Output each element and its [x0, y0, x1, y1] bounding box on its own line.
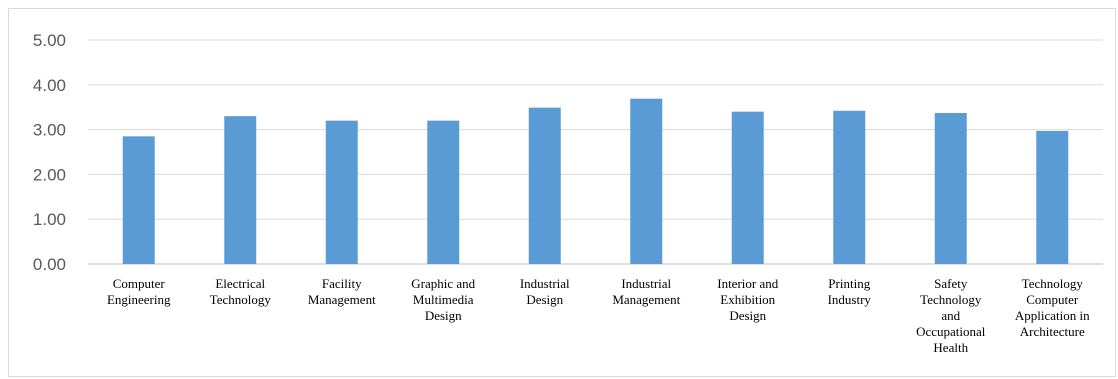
x-tick-label-line: Management: [612, 292, 680, 307]
x-tick-label: Industrial Management: [612, 276, 680, 307]
x-tick-label: Technology Computer Application in Architec…: [1015, 276, 1090, 339]
bar: [833, 110, 866, 264]
x-tick-label: Computer Engineering: [107, 276, 171, 307]
bar: [1036, 130, 1069, 264]
x-tick-label-line: Architecture: [1020, 324, 1085, 339]
bar: [934, 113, 967, 264]
x-tick-label-line: Design: [425, 308, 462, 323]
bar: [731, 111, 764, 265]
x-tick-label-line: Design: [729, 308, 766, 323]
y-tick-label: 2.00: [33, 165, 66, 184]
y-tick-label: 4.00: [33, 76, 66, 95]
y-tick-label: 3.00: [33, 121, 66, 140]
x-tick-label: Interior and Exhibition Design: [717, 276, 779, 323]
x-tick-label-line: Facility: [322, 276, 362, 291]
y-tick-label: 1.00: [33, 210, 66, 229]
x-tick-label-line: Engineering: [107, 292, 171, 307]
x-tick-label-line: Safety: [934, 276, 968, 291]
x-tick-label-line: Industrial: [520, 276, 570, 291]
y-tick-label: 0.00: [33, 255, 66, 274]
x-tick-label: Electrical Technology: [210, 276, 272, 307]
x-tick-label-line: Industrial: [621, 276, 671, 291]
x-tick-label-line: Health: [933, 340, 968, 355]
bar: [630, 98, 663, 264]
x-tick-label-line: Industry: [828, 292, 872, 307]
x-tick-label-line: and: [941, 308, 960, 323]
x-tick-label-line: Computer: [1026, 292, 1079, 307]
x-tick-label-line: Occupational: [916, 324, 986, 339]
chart-frame: [8, 8, 1116, 377]
bar: [528, 107, 561, 264]
x-tick-label-line: Electrical: [215, 276, 265, 291]
x-tick-label-line: Printing: [828, 276, 870, 291]
x-tick-label-line: Design: [526, 292, 563, 307]
x-tick-label: Graphic and Multimedia Design: [411, 276, 475, 323]
x-tick-label: Industrial Design: [520, 276, 570, 307]
bar: [427, 120, 460, 264]
x-tick-label-line: Computer: [113, 276, 166, 291]
x-tick-label: Facility Management: [308, 276, 376, 307]
bar: [122, 136, 155, 264]
x-tick-label-line: Application in: [1015, 308, 1090, 323]
x-tick-label: Safety Technology and Occupational Health: [916, 276, 986, 355]
x-tick-label-line: Technology: [920, 292, 982, 307]
x-tick-label-line: Technology: [210, 292, 272, 307]
y-tick-label: 5.00: [33, 31, 66, 50]
x-tick-label-line: Management: [308, 292, 376, 307]
x-tick-label-line: Interior and: [717, 276, 779, 291]
bar: [325, 120, 358, 264]
bar: [224, 116, 257, 264]
x-tick-label-line: Technology: [1022, 276, 1084, 291]
x-tick-label: Printing Industry: [828, 276, 872, 307]
x-tick-label-line: Exhibition: [720, 292, 775, 307]
x-tick-label-line: Graphic and: [411, 276, 475, 291]
x-tick-label-line: Multimedia: [413, 292, 474, 307]
